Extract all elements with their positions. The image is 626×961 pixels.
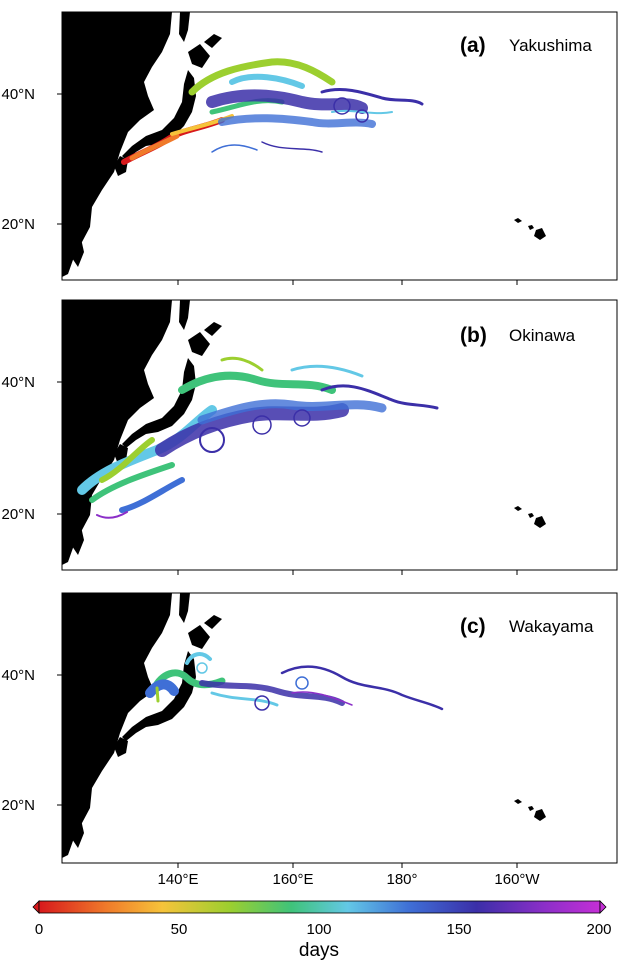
lat-label-40n: 40°N <box>1 667 35 684</box>
colorbar-tick-100: 100 <box>306 921 331 938</box>
panel-label: (a) <box>460 34 486 57</box>
lat-label-40n: 40°N <box>1 86 35 103</box>
trajectory-cloud <box>145 652 444 711</box>
colorbar-tick-200: 200 <box>586 921 611 938</box>
colorbar-left-arrow <box>32 900 40 914</box>
colorbar-bar <box>38 900 601 914</box>
lat-label-20n: 20°N <box>1 216 35 233</box>
lon-label-180: 180° <box>386 871 417 888</box>
colorbar-title: days <box>299 940 339 961</box>
colorbar: 0 50 100 150 200 days <box>32 900 612 961</box>
panel-label: (c) <box>460 615 486 638</box>
lon-label-160e: 160°E <box>272 871 313 888</box>
panel-site-name: Wakayama <box>509 617 594 636</box>
colorbar-tick-50: 50 <box>171 921 188 938</box>
map-panel-b: (b) Okinawa 40°N 20°N <box>1 299 618 575</box>
panel-site-name: Yakushima <box>509 36 592 55</box>
map-panel-a: (a) Yakushima 40°N 20°N <box>1 11 618 285</box>
colorbar-right-arrow <box>599 900 607 914</box>
lat-label-20n: 20°N <box>1 797 35 814</box>
trajectory-cloud <box>77 356 439 519</box>
lon-label-160w: 160°W <box>494 871 540 888</box>
trajectory-cloud <box>121 58 424 165</box>
colorbar-tick-0: 0 <box>35 921 43 938</box>
map-panel-c: (c) Wakayama 40°N 20°N <box>1 592 618 868</box>
panel-label: (b) <box>460 324 487 347</box>
lon-label-140e: 140°E <box>157 871 198 888</box>
lat-label-20n: 20°N <box>1 506 35 523</box>
panel-site-name: Okinawa <box>509 326 576 345</box>
lat-label-40n: 40°N <box>1 374 35 391</box>
colorbar-tick-150: 150 <box>446 921 471 938</box>
